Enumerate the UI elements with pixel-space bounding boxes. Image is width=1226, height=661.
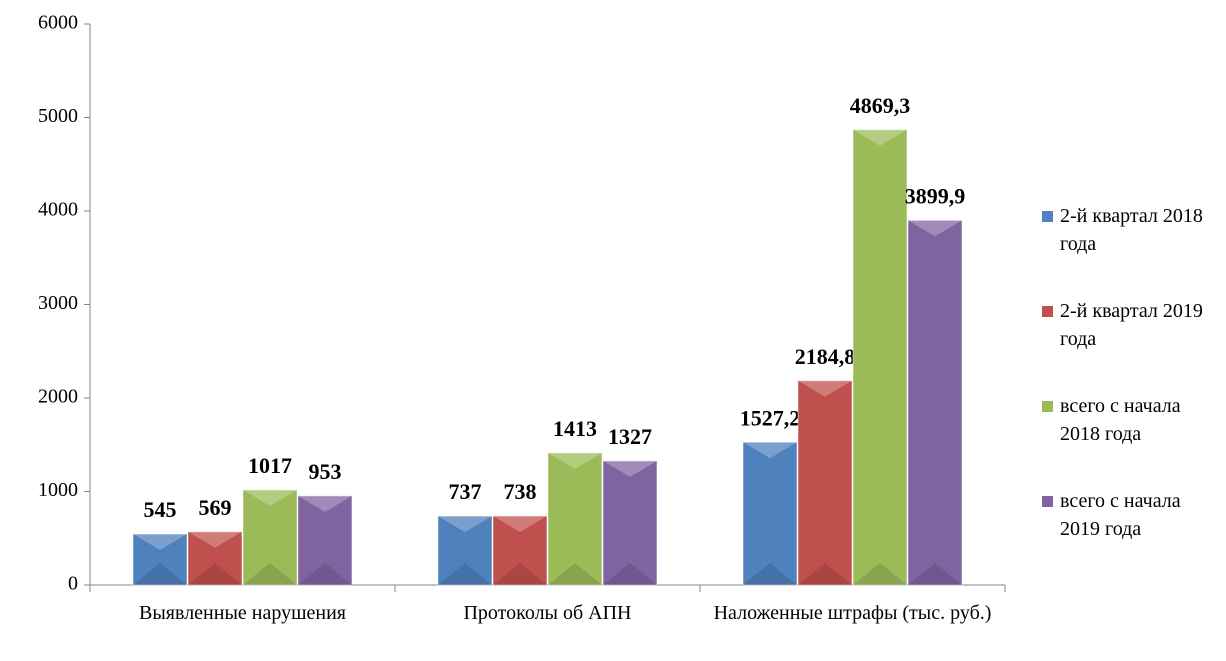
bar-bevel bbox=[603, 563, 657, 585]
value-label: 3899,9 bbox=[905, 183, 966, 208]
y-tick-label: 2000 bbox=[38, 386, 78, 408]
bar-bevel bbox=[548, 563, 602, 585]
value-label: 4869,3 bbox=[850, 93, 911, 118]
value-label: 545 bbox=[144, 497, 177, 522]
value-label: 1017 bbox=[248, 453, 292, 478]
bar bbox=[132, 533, 188, 586]
bar-bevel bbox=[243, 489, 297, 506]
bar-bevel bbox=[298, 563, 352, 585]
value-label: 737 bbox=[449, 479, 482, 504]
value-label: 1527,2 bbox=[740, 405, 801, 430]
bar-bevel bbox=[243, 563, 297, 585]
bar bbox=[492, 515, 548, 586]
bar-bevel bbox=[298, 495, 352, 512]
bar-bevel bbox=[133, 563, 187, 585]
bar bbox=[797, 380, 853, 586]
legend-swatch bbox=[1042, 306, 1053, 317]
bar-bevel bbox=[743, 442, 797, 459]
value-label: 1327 bbox=[608, 424, 652, 449]
bar bbox=[742, 441, 798, 586]
x-tick-label: Наложенные штрафы (тыс. руб.) bbox=[713, 602, 992, 624]
bar bbox=[242, 489, 298, 586]
bar-bevel bbox=[493, 515, 547, 532]
value-label: 569 bbox=[199, 495, 232, 520]
y-tick-label: 6000 bbox=[38, 12, 78, 34]
bar bbox=[297, 495, 353, 586]
y-tick-label: 1000 bbox=[38, 479, 78, 501]
x-tick-label: Выявленные нарушения bbox=[139, 602, 346, 624]
x-tick-label: Протоколы об АПН bbox=[463, 602, 632, 624]
bar-bevel bbox=[603, 460, 657, 477]
bar-bevel bbox=[438, 563, 492, 585]
bar-bevel bbox=[798, 563, 852, 585]
bar-bevel bbox=[548, 452, 602, 469]
y-tick-label: 3000 bbox=[38, 292, 78, 314]
bar-bevel bbox=[133, 534, 187, 551]
bar bbox=[187, 531, 243, 586]
bar-bevel bbox=[438, 516, 492, 533]
bar-bevel bbox=[188, 531, 242, 548]
y-tick-label: 4000 bbox=[38, 199, 78, 221]
value-label: 1413 bbox=[553, 416, 597, 441]
bar-bevel bbox=[853, 129, 907, 146]
legend-swatch bbox=[1042, 496, 1053, 507]
bar bbox=[907, 219, 963, 586]
bar-bevel bbox=[798, 380, 852, 397]
legend-label: 2-й квартал 2018 года bbox=[1060, 205, 1203, 255]
bar-bevel bbox=[188, 563, 242, 585]
legend-swatch bbox=[1042, 401, 1053, 412]
legend-label: всего с начала 2019 года bbox=[1060, 490, 1181, 540]
bar bbox=[437, 515, 493, 586]
bar-bevel bbox=[493, 563, 547, 585]
value-label: 953 bbox=[309, 459, 342, 484]
bar-bevel bbox=[908, 220, 962, 237]
legend-label: 2-й квартал 2019 года bbox=[1060, 300, 1203, 350]
y-tick-label: 0 bbox=[68, 573, 78, 595]
legend-swatch bbox=[1042, 211, 1053, 222]
bar bbox=[852, 129, 908, 586]
bar bbox=[602, 460, 658, 586]
y-tick-label: 5000 bbox=[38, 105, 78, 127]
value-label: 738 bbox=[504, 479, 537, 504]
bar-bevel bbox=[743, 563, 797, 585]
legend-label: всего с начала 2018 года bbox=[1060, 395, 1181, 445]
value-label: 2184,8 bbox=[795, 344, 856, 369]
bar-bevel bbox=[908, 563, 962, 585]
bar bbox=[547, 452, 603, 586]
bar-bevel bbox=[853, 563, 907, 585]
